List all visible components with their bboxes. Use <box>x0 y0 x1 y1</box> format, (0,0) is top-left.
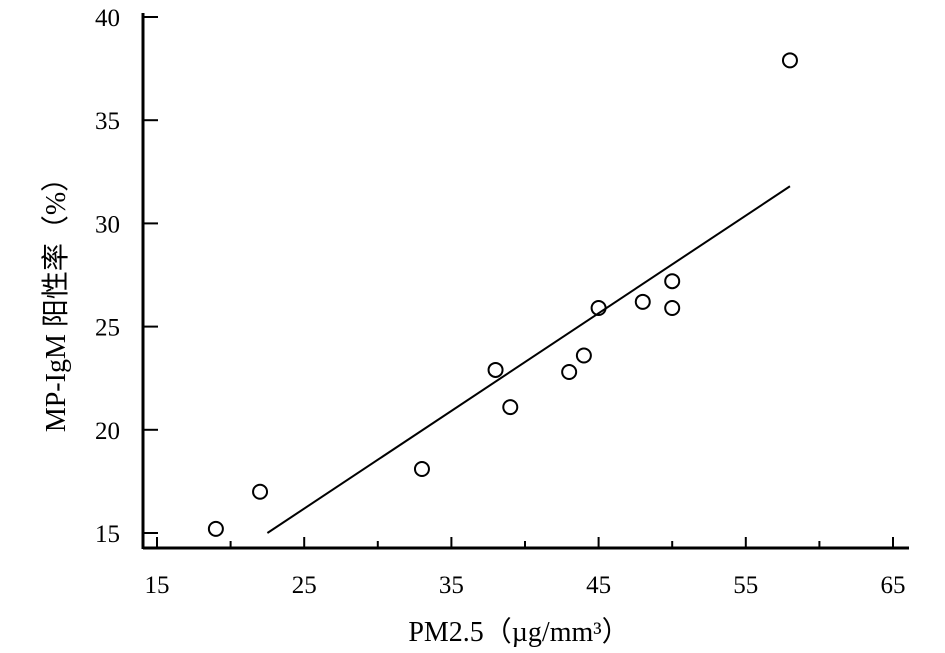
trend-line <box>266 185 791 534</box>
data-point <box>413 461 430 478</box>
data-point <box>561 364 578 381</box>
y-ticks <box>143 16 158 534</box>
y-tick-label: 20 <box>95 418 120 445</box>
y-axis-title: MP-IgM 阳性率（%） <box>40 164 72 432</box>
y-tick-label: 35 <box>95 108 120 135</box>
data-points <box>207 52 798 537</box>
data-point <box>502 399 519 416</box>
y-tick-labels: 15 20 25 30 35 40 <box>95 5 120 548</box>
x-ticks <box>156 537 894 548</box>
data-point <box>207 520 224 537</box>
data-point <box>575 347 592 364</box>
y-axis: 15 20 25 30 35 40 <box>95 5 158 549</box>
data-point <box>252 483 269 500</box>
y-tick-label: 30 <box>95 211 120 238</box>
data-point <box>781 52 798 69</box>
x-tick-label: 45 <box>586 572 611 599</box>
y-tick-label: 15 <box>95 521 120 548</box>
y-tick-label: 40 <box>95 5 120 32</box>
data-point <box>590 300 607 317</box>
x-tick-label: 55 <box>733 572 758 599</box>
data-point <box>664 273 681 290</box>
data-point <box>664 300 681 317</box>
data-point <box>487 361 504 378</box>
x-tick-label: 25 <box>292 572 317 599</box>
y-tick-label: 25 <box>95 315 120 342</box>
x-axis-title: PM2.5（µg/mm³） <box>408 616 629 648</box>
x-tick-label: 35 <box>439 572 464 599</box>
x-tick-labels: 15 25 35 45 55 65 <box>145 572 906 599</box>
x-tick-label: 15 <box>145 572 170 599</box>
x-axis: 15 25 35 45 55 65 <box>143 537 909 599</box>
data-point <box>634 293 651 310</box>
x-tick-label: 65 <box>881 572 906 599</box>
